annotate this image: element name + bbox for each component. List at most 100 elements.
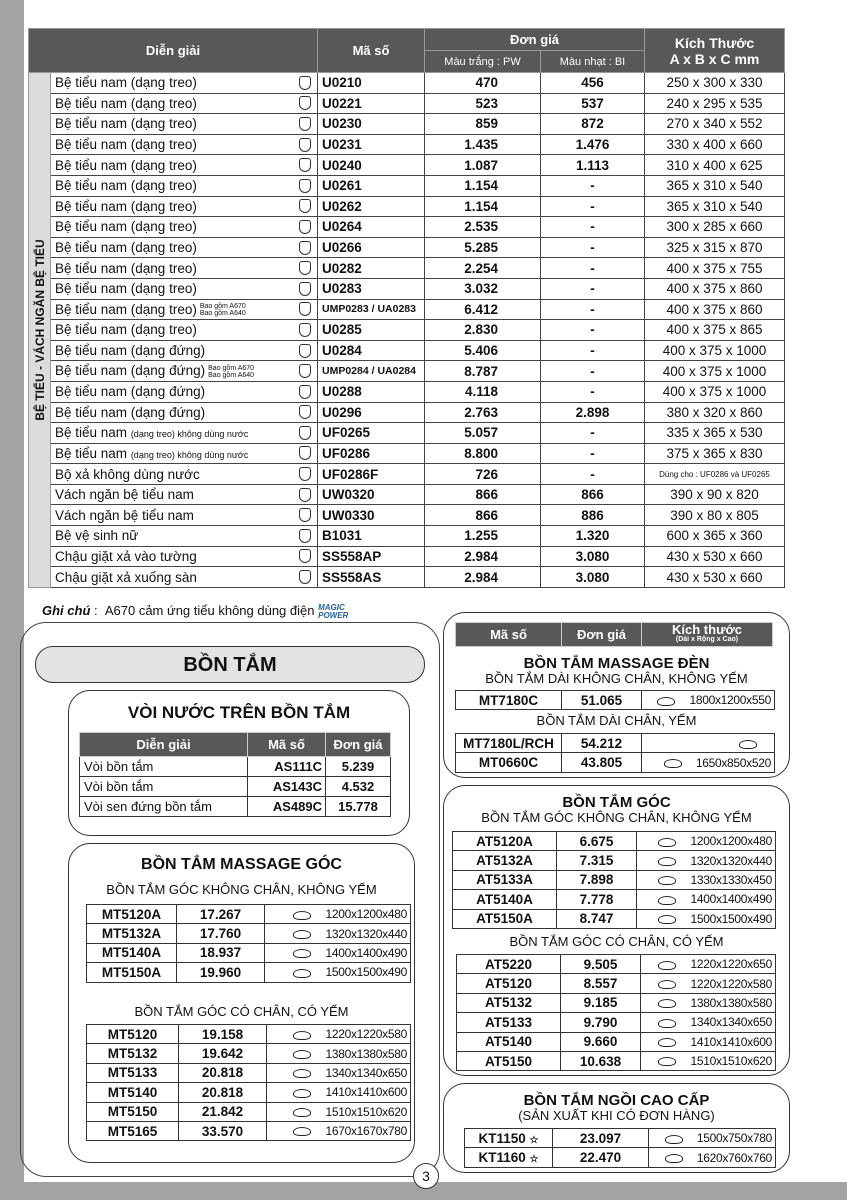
desc-cell: Bệ tiểu nam (dạng treo) không dùng nước xyxy=(50,422,318,444)
price: 22.470 xyxy=(552,1147,649,1168)
bathtub-icon xyxy=(664,1134,683,1144)
table-row: AT5150A 8.747 1500x1500x490 xyxy=(452,908,776,929)
desc-text: Bệ tiểu nam (dạng treo) xyxy=(55,137,197,153)
desc-text-wrap: Vách ngăn bệ tiểu nam xyxy=(55,508,194,523)
desc-cell: Bệ tiểu nam (dạng treo) xyxy=(50,257,318,279)
table-row: Bệ tiểu nam (dạng treo) U0264 2.535-300 x … xyxy=(29,216,785,238)
price-pw: 2.763 xyxy=(424,401,541,424)
size-text: 1380x1380x580 xyxy=(325,1046,407,1061)
code-cell: U0221 xyxy=(317,92,425,115)
size-text: 1200x1200x480 xyxy=(325,907,407,922)
model-code-text: KT1160 xyxy=(478,1150,526,1166)
model-code: MT5140 xyxy=(86,1082,179,1103)
model-code: AT5140 xyxy=(456,1031,561,1052)
price-pw: 8.800 xyxy=(424,442,541,465)
price-pw: 1.154 xyxy=(424,174,541,197)
size-text: 1410x1410x600 xyxy=(325,1085,407,1100)
price: 7.778 xyxy=(556,889,637,910)
product-icon xyxy=(299,199,311,214)
size-cell: 325 x 315 x 870 xyxy=(644,236,785,259)
price-pw: 1.154 xyxy=(424,195,541,218)
product-table: MT5120A 17.267 1200x1200x480 MT5132A 17.760 1… xyxy=(86,903,411,983)
table-row: AT5132 9.185 1380x1380x580 xyxy=(456,992,776,1014)
price-bi: 3.080 xyxy=(540,545,645,568)
desc-wrap: Chậu giặt xả vào tường xyxy=(55,549,313,564)
size-text: 1400x1400x490 xyxy=(690,892,772,907)
desc-text-wrap: Bệ tiểu nam (dạng treo) không dùng nước xyxy=(55,446,248,461)
table-row: Vòi bồn tắm AS143C 4.532 xyxy=(79,776,391,797)
price-bi: - xyxy=(540,195,645,218)
size-cell: 400 x 375 x 860 xyxy=(644,298,785,321)
code-cell: U0231 xyxy=(317,133,425,156)
size-cell: 430 x 530 x 660 xyxy=(644,545,785,568)
price-pw: 1.435 xyxy=(424,133,541,156)
price-pw: 2.535 xyxy=(424,216,541,238)
desc-text: Bệ tiểu nam (dạng treo) xyxy=(55,198,197,214)
size-cell: 600 x 365 x 360 xyxy=(644,525,785,547)
size-text: 1340x1340x650 xyxy=(690,1015,772,1030)
desc-cell: Bệ tiểu nam (dạng treo) xyxy=(50,319,318,341)
table-row: AT5132A 7.315 1320x1320x440 xyxy=(452,850,776,871)
size-cell: 1400x1400x490 xyxy=(264,942,411,964)
size-cell: 400 x 375 x 1000 xyxy=(644,339,785,362)
desc-text: Bệ tiểu nam (dạng đứng) xyxy=(55,404,206,420)
magic-power-logo: MAGIC POWER xyxy=(318,602,349,620)
size-text: 1400x1400x490 xyxy=(325,945,407,960)
desc-text: Bệ tiểu nam (dạng đứng) xyxy=(55,384,206,400)
bathtub-icon xyxy=(663,758,682,768)
code-cell: UW0330 xyxy=(317,504,425,527)
desc-text-wrap: Bộ xả không dùng nước xyxy=(55,467,200,482)
price: 19.158 xyxy=(178,1023,267,1045)
price-pw: 523 xyxy=(424,92,541,115)
desc-wrap: Bệ tiểu nam (dạng treo) xyxy=(55,158,313,173)
desc-cell: Bệ tiểu nam (dạng treo) xyxy=(50,154,318,176)
desc-text-wrap: Bệ tiểu nam (dạng treo) xyxy=(55,158,197,173)
desc-text-wrap: Bệ vệ sinh nữ xyxy=(55,528,138,543)
price-bi: - xyxy=(540,277,645,300)
desc-wrap: Bệ vệ sinh nữ xyxy=(55,528,313,543)
size-cell: 1670x1670x780 xyxy=(266,1120,411,1142)
price-bi: 3.080 xyxy=(540,566,645,588)
bathtub-icon xyxy=(293,1030,312,1040)
price-bi: 886 xyxy=(540,504,645,527)
code-cell: U0261 xyxy=(317,174,425,197)
footnote-text: A670 cảm ứng tiểu không dùng điện xyxy=(104,603,315,618)
code-cell: SS558AP xyxy=(317,545,425,568)
desc-wrap: Bệ tiểu nam (dạng treo) xyxy=(55,178,313,193)
price: 17.267 xyxy=(176,903,265,925)
bathtub-icon xyxy=(293,1069,312,1079)
model-code: AT5150A xyxy=(452,908,557,929)
price-bi: - xyxy=(540,216,645,238)
product-icon xyxy=(299,446,311,461)
model-code: MT5150 xyxy=(86,1101,179,1122)
size-cell: 1510x1510x620 xyxy=(640,1050,776,1072)
bathtub-icon xyxy=(658,895,677,905)
size-text: 1800x1200x550 xyxy=(689,693,771,708)
desc-text: Bệ tiểu nam (dạng đứng) xyxy=(55,363,206,379)
size-cell: 400 x 375 x 865 xyxy=(644,319,785,341)
size-cell: 1500x750x780 xyxy=(648,1127,776,1149)
bathtub-icon xyxy=(658,1057,677,1067)
table-row: Bệ tiểu nam (dạng treo) U0261 1.154-365 x … xyxy=(29,174,785,197)
desc-wrap: Bệ tiểu nam (dạng đứng) xyxy=(55,384,313,399)
corner-title: BỒN TẮM GÓC xyxy=(562,794,671,811)
price: 33.570 xyxy=(178,1120,267,1142)
bathtub-section-title: BỒN TẮM xyxy=(35,646,425,683)
desc-text-wrap: Bệ tiểu nam (dạng treo) không dùng nước xyxy=(55,425,248,440)
sitting-title: BỒN TẮM NGỒI CAO CẤP xyxy=(523,1092,710,1109)
product-icon xyxy=(299,528,311,543)
size-text: 1620x760x760 xyxy=(696,1150,772,1165)
bathtub-icon xyxy=(658,837,677,847)
model-code-text: KT1150 xyxy=(478,1130,526,1146)
desc-wrap: Bệ tiểu nam (dạng treo) xyxy=(55,322,313,337)
size-cell: 250 x 300 x 330 xyxy=(644,72,785,94)
desc-cell: Bệ tiểu nam (dạng đứng) xyxy=(50,380,318,403)
model-code: AT5120A xyxy=(452,830,557,852)
model-code: MT5132A xyxy=(86,923,177,944)
bathtub-icon xyxy=(658,979,677,989)
faucet-code: AS111C xyxy=(247,756,326,777)
header-desc: Diễn giải xyxy=(28,28,318,73)
price: 21.842 xyxy=(178,1101,267,1122)
size-cell: 1500x1500x490 xyxy=(636,908,776,929)
desc-text: Bệ tiểu nam (dạng treo) xyxy=(55,116,197,132)
